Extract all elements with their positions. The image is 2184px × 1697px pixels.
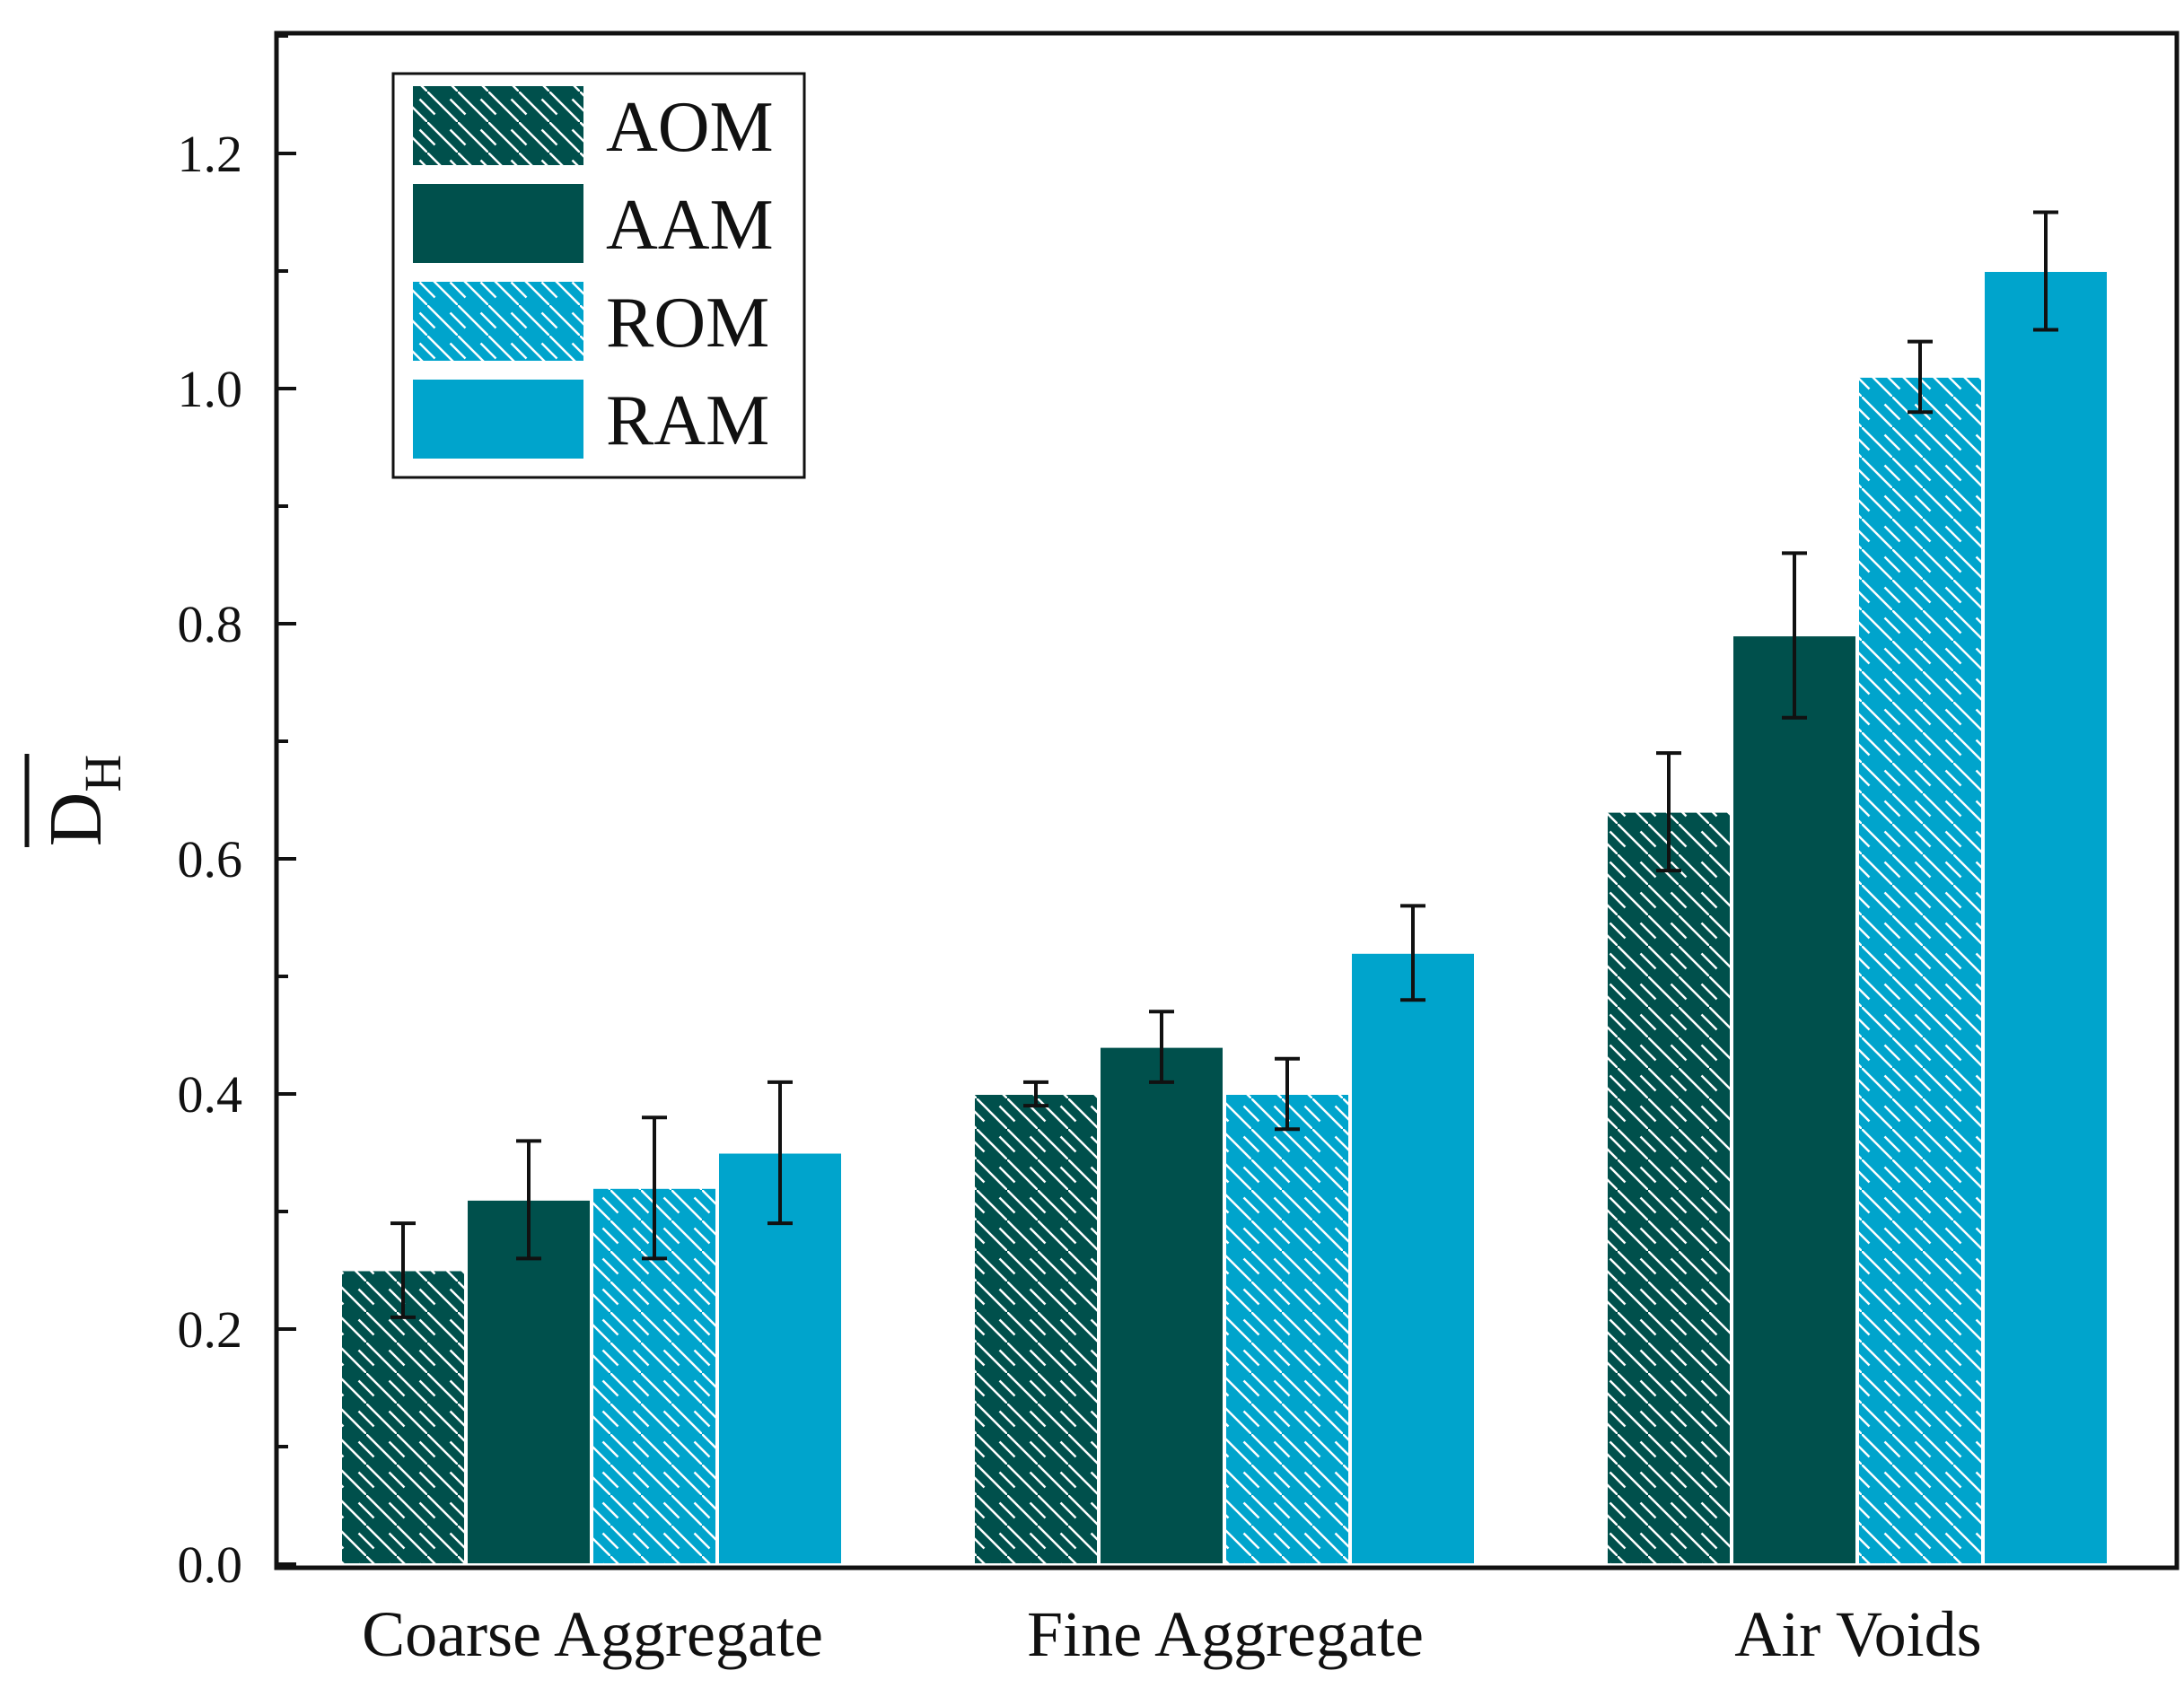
y-axis: 0.0 0.2 0.4 0.6 0.8 1.0 1.2	[178, 34, 296, 1594]
y-tick-label: 1.0	[178, 360, 243, 418]
error-bar-ram-coarse-aggregate	[767, 1080, 793, 1226]
bar-aom-fine-aggregate	[973, 1093, 1099, 1565]
y-tick-label: 1.2	[178, 125, 243, 183]
error-bar-aom-fine-aggregate	[1023, 1080, 1048, 1108]
y-axis-label: DH	[24, 754, 132, 847]
x-category-label: Coarse Aggregate	[362, 1598, 823, 1670]
error-bar-rom-coarse-aggregate	[642, 1115, 667, 1261]
y-tick-label: 0.0	[178, 1535, 243, 1594]
error-bar-rom-air-voids	[1908, 339, 1933, 415]
y-tick-label: 0.4	[178, 1065, 243, 1124]
error-bar-aam-air-voids	[1782, 551, 1807, 720]
plot-frame	[274, 31, 2180, 1570]
bar-rom-air-voids	[1857, 375, 1983, 1565]
legend-swatch-ram	[413, 380, 583, 459]
error-bar-aom-air-voids	[1656, 751, 1681, 873]
x-category-label: Air Voids	[1734, 1598, 1981, 1670]
legend-label-aom: AOM	[606, 88, 774, 167]
y-axis-label-main: D	[34, 792, 118, 847]
bar-ram-air-voids	[1983, 270, 2109, 1565]
bar-aom-coarse-aggregate	[340, 1269, 466, 1565]
bar-rom-fine-aggregate	[1224, 1093, 1350, 1565]
error-bar-aom-coarse-aggregate	[390, 1221, 416, 1319]
y-tick-label: 0.6	[178, 830, 243, 888]
bar-ram-fine-aggregate	[1350, 951, 1476, 1566]
bar-aam-air-voids	[1732, 634, 1857, 1565]
legend-label-aam: AAM	[606, 186, 774, 265]
error-bar-ram-air-voids	[2033, 210, 2058, 332]
y-tick-label: 0.2	[178, 1300, 243, 1359]
legend-swatch-aom	[413, 86, 583, 165]
bar-aom-air-voids	[1606, 810, 1732, 1565]
x-axis: Coarse Aggregate Fine Aggregate Air Voids	[362, 1598, 1982, 1670]
bars-layer	[340, 270, 2109, 1566]
error-bar-aam-fine-aggregate	[1149, 1010, 1174, 1084]
y-tick-label: 0.8	[178, 595, 243, 653]
error-bar-ram-fine-aggregate	[1400, 904, 1425, 1002]
bar-aam-coarse-aggregate	[466, 1198, 592, 1566]
error-bars-layer	[390, 210, 2058, 1319]
legend-label-rom: ROM	[606, 284, 769, 363]
legend-swatch-rom	[413, 282, 583, 361]
legend: AOM AAM ROM RAM	[391, 72, 806, 479]
bar-aam-fine-aggregate	[1099, 1045, 1224, 1565]
error-bar-rom-fine-aggregate	[1275, 1056, 1300, 1132]
y-axis-label-subscript: H	[74, 755, 132, 792]
legend-label-ram: RAM	[606, 381, 769, 460]
error-bar-aam-coarse-aggregate	[516, 1139, 541, 1261]
legend-swatch-aam	[413, 184, 583, 263]
svg-text:DH: DH	[34, 755, 132, 847]
x-category-label: Fine Aggregate	[1027, 1598, 1424, 1670]
